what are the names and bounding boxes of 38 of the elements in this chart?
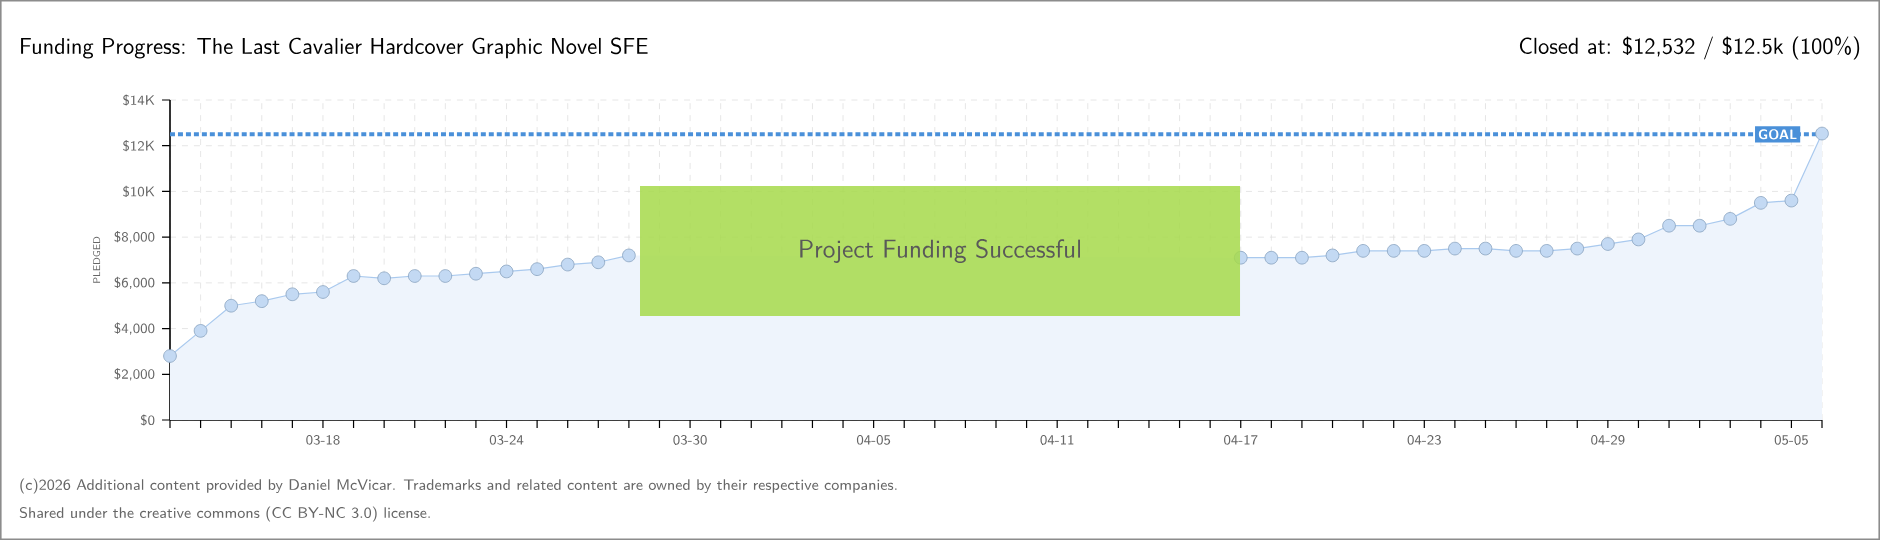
point	[1417, 244, 1432, 258]
point	[1448, 241, 1462, 256]
point	[469, 266, 483, 281]
point	[1386, 244, 1401, 258]
point	[1356, 244, 1370, 258]
chart-subtitle: Closed at: $12,532 / $12.5k (100%)	[1519, 36, 1860, 60]
point	[1325, 248, 1340, 263]
point	[560, 257, 575, 272]
annotation: Project Funding Successful	[800, 239, 1081, 263]
point	[530, 262, 544, 276]
point	[1478, 241, 1493, 256]
point	[316, 285, 330, 299]
point	[1509, 244, 1523, 258]
chart-title: Funding Progress: The Last Cavalier Hardcover Graphic Novel SFE	[21, 37, 648, 59]
point	[622, 248, 636, 263]
point	[346, 269, 361, 283]
point	[1295, 250, 1309, 265]
point	[163, 349, 177, 363]
point	[193, 324, 208, 338]
point	[255, 294, 269, 308]
point	[1662, 218, 1676, 233]
point	[1631, 232, 1646, 247]
point	[224, 298, 238, 313]
point	[1723, 212, 1737, 226]
point	[377, 271, 391, 286]
point	[1539, 244, 1554, 258]
point	[1754, 196, 1768, 210]
point	[499, 264, 514, 279]
point	[1264, 250, 1279, 265]
point	[285, 287, 300, 302]
point	[407, 269, 422, 283]
point	[1601, 237, 1615, 251]
point	[1692, 218, 1707, 233]
point	[1784, 193, 1799, 208]
point	[1815, 126, 1829, 141]
point	[591, 255, 606, 270]
point	[1570, 241, 1585, 256]
point	[438, 269, 453, 283]
